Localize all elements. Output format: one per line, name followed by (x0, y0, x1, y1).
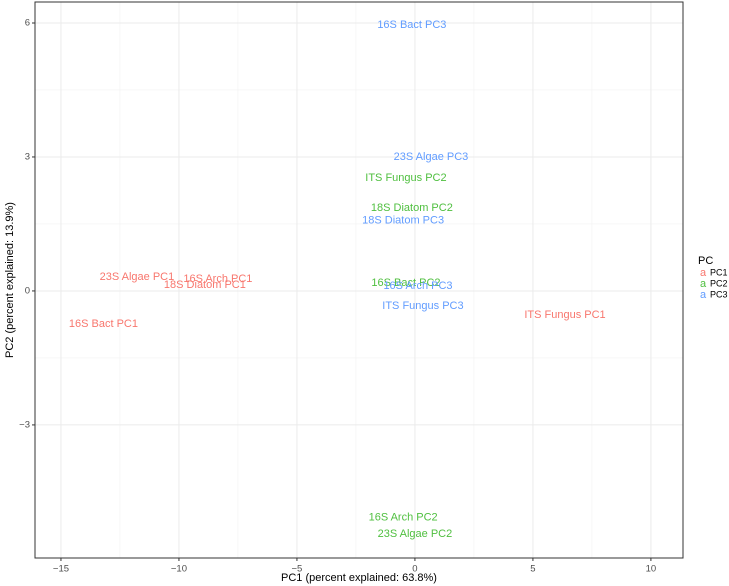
point-label: 16S Arch PC3 (383, 280, 452, 292)
legend-label: PC1 (710, 267, 728, 277)
point-label: 16S Arch PC1 (183, 273, 252, 285)
point-label: 23S Algae PC1 (100, 271, 175, 283)
x-tick-label: 5 (530, 564, 535, 575)
point-label: 23S Algae PC2 (378, 528, 453, 540)
legend-title: PC (698, 255, 713, 267)
legend-key: a (700, 289, 707, 301)
x-axis-label: PC1 (percent explained: 63.8%) (281, 572, 437, 584)
y-tick-label: 3 (25, 151, 30, 162)
x-tick-label: −10 (171, 564, 187, 575)
y-tick-label: −3 (19, 419, 30, 430)
plot-border (34, 1, 684, 559)
legend-label: PC2 (710, 278, 728, 288)
point-label: 16S Bact PC3 (377, 19, 446, 31)
y-tick-label: 6 (25, 18, 30, 29)
x-tick-label: −15 (53, 564, 69, 575)
point-label: 16S Bact PC2 (371, 277, 440, 289)
point-label: 18S Diatom PC1 (164, 279, 246, 291)
point-label: ITS Fungus PC1 (524, 309, 605, 321)
point-label: 16S Arch PC2 (369, 512, 438, 524)
x-tick-label: 0 (412, 564, 417, 575)
point-label: 16S Bact PC1 (69, 318, 138, 330)
point-label: 18S Diatom PC3 (362, 215, 444, 227)
x-tick-label: −5 (292, 564, 303, 575)
legend-key: a (700, 278, 707, 290)
x-tick-label: 10 (646, 564, 657, 575)
legend-key: a (700, 267, 707, 279)
y-axis-label: PC2 (percent explained: 13.9%) (4, 202, 16, 358)
point-label: ITS Fungus PC2 (365, 172, 446, 184)
point-label: 23S Algae PC3 (394, 151, 469, 163)
y-tick-label: 0 (25, 285, 30, 296)
point-label: ITS Fungus PC3 (382, 300, 463, 312)
point-label: 18S Diatom PC2 (371, 202, 453, 214)
legend-label: PC3 (710, 289, 728, 299)
